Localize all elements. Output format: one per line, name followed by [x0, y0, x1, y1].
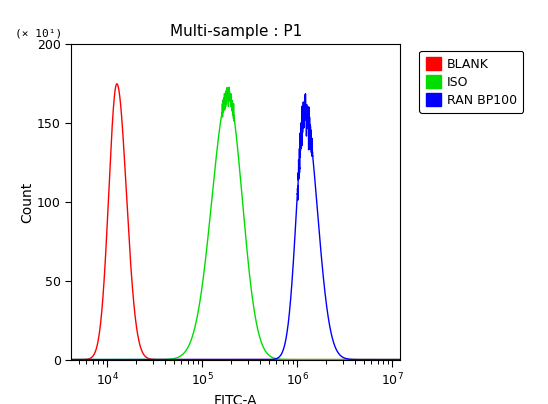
Title: Multi-sample : P1: Multi-sample : P1	[169, 24, 302, 39]
Text: (× 10¹): (× 10¹)	[15, 28, 62, 38]
Y-axis label: Count: Count	[20, 181, 34, 223]
X-axis label: FITC-A: FITC-A	[214, 393, 258, 404]
Legend: BLANK, ISO, RAN BP100: BLANK, ISO, RAN BP100	[419, 50, 523, 113]
